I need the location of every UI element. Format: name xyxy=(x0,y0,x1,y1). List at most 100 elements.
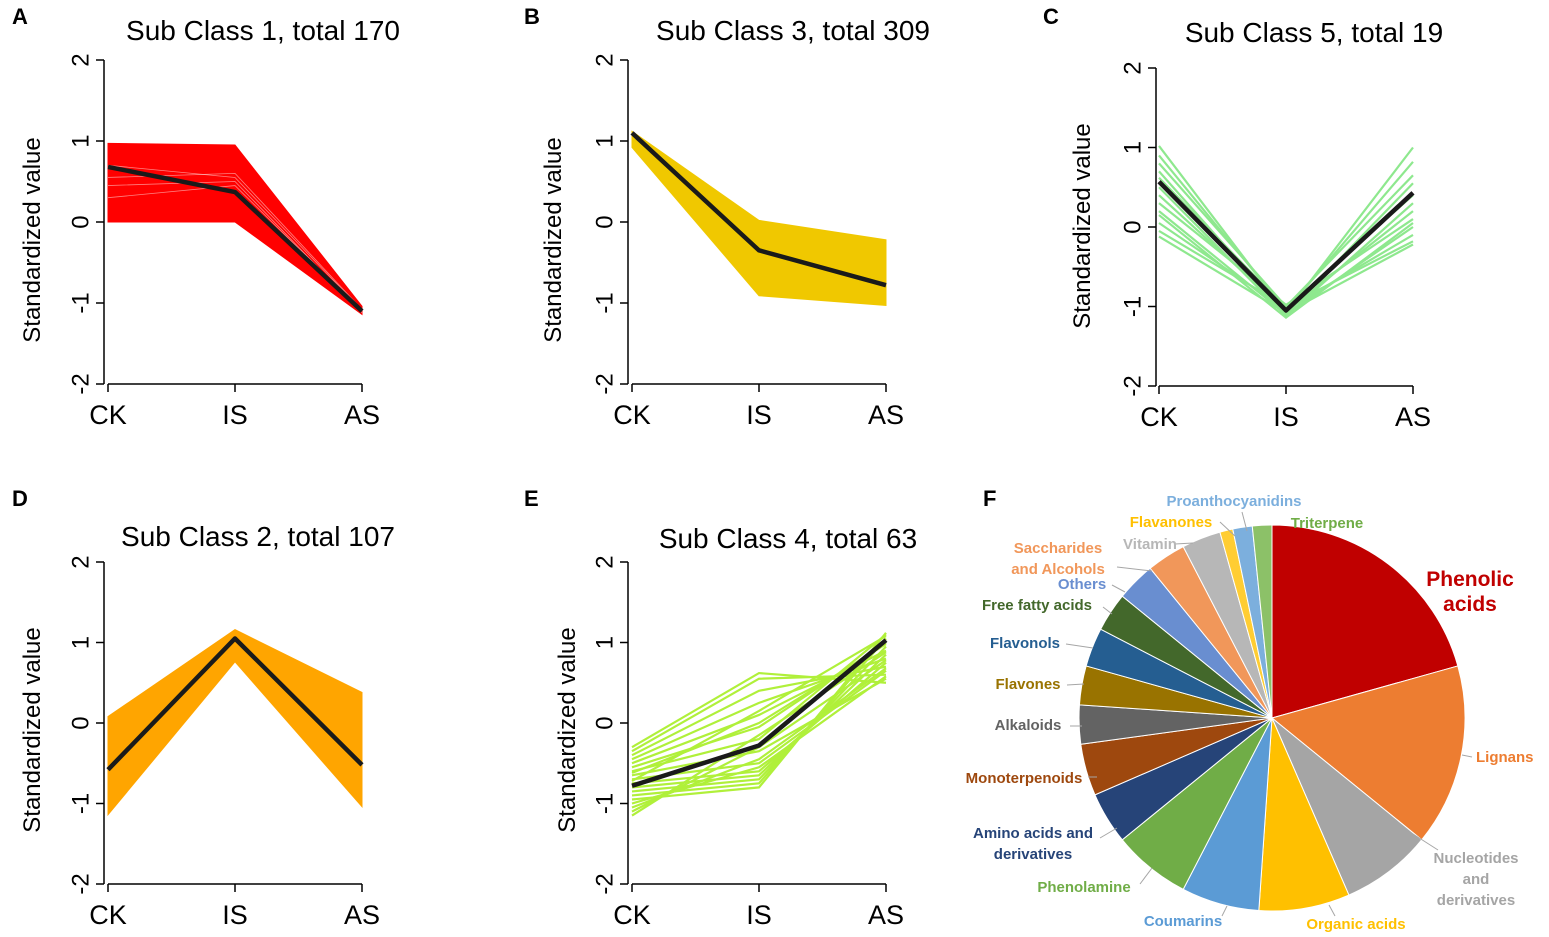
leader-line xyxy=(1461,754,1473,758)
profile-line xyxy=(631,667,887,809)
profile-line xyxy=(1158,235,1414,315)
y-axis-label: Standardized value xyxy=(1069,123,1096,328)
profile-line xyxy=(631,632,887,801)
profile-line xyxy=(1158,230,1414,308)
y-tick-label: 1 xyxy=(591,636,618,649)
slice-label-line: Monoterpenoids xyxy=(966,770,1083,787)
leader-line xyxy=(1328,904,1336,917)
slice-label-line: derivatives xyxy=(994,846,1072,863)
slice-label-line: Phenolic xyxy=(1426,568,1514,591)
y-tick-label: -2 xyxy=(67,373,94,394)
y-tick-label: -1 xyxy=(591,793,618,814)
leader-line xyxy=(1221,905,1228,917)
leader-line xyxy=(1241,511,1248,532)
slice-label: Coumarins xyxy=(1144,913,1222,930)
slice-label-line: Lignans xyxy=(1476,749,1534,766)
y-tick-label: 2 xyxy=(1119,61,1146,74)
profile-line xyxy=(1158,214,1414,320)
mean-line xyxy=(631,638,888,788)
slice-label: Others xyxy=(1058,576,1106,593)
profile-line xyxy=(631,643,887,774)
slice-label: Flavonols xyxy=(990,635,1060,652)
y-tick-label: 0 xyxy=(591,716,618,729)
chart-title: Sub Class 5, total 19 xyxy=(1185,17,1443,48)
slice-label-line: Alkaloids xyxy=(995,717,1062,734)
slice-label: Alkaloids xyxy=(995,717,1062,734)
y-tick-label: -1 xyxy=(67,292,94,313)
chart-title: Sub Class 4, total 63 xyxy=(659,523,917,554)
x-tick-label: CK xyxy=(89,400,127,430)
slice-label: Saccharides and Alcohols xyxy=(1011,540,1105,578)
profile-line xyxy=(631,635,887,782)
y-tick-label: 0 xyxy=(1119,220,1146,233)
profile-line xyxy=(1158,186,1414,318)
x-tick-label: CK xyxy=(613,400,651,430)
x-tick-label: AS xyxy=(344,900,380,930)
y-tick-label: 1 xyxy=(67,636,94,649)
y-tick-label: 2 xyxy=(591,555,618,568)
mean-line xyxy=(630,131,887,288)
y-tick-label: 2 xyxy=(591,53,618,66)
pie-slice xyxy=(1251,524,1273,719)
panel-f: F Phenolic acids Lignans Nucleotides and deriv… xyxy=(966,486,1534,933)
profile-line xyxy=(631,651,887,817)
leader-line xyxy=(1099,827,1118,839)
panel-d: D Sub Class 2, total 107 Standardized valu… xyxy=(12,486,395,930)
y-tick-label: -1 xyxy=(1119,296,1146,317)
panel-e: E Sub Class 4, total 63 Standardized value… xyxy=(524,486,917,930)
y-tick-label: -2 xyxy=(591,373,618,394)
y-axis-label: Standardized value xyxy=(554,627,581,832)
leader-line xyxy=(1116,566,1153,572)
y-axis-label: Standardized value xyxy=(19,137,46,342)
panel-letter: F xyxy=(983,486,996,511)
x-tick-label: CK xyxy=(1140,402,1178,432)
slice-label-line: Saccharides xyxy=(1014,540,1102,557)
panel-b: B Sub Class 3, total 309 Standardized valu… xyxy=(524,4,930,430)
y-tick-label: 1 xyxy=(591,134,618,147)
slice-label-line: Flavanones xyxy=(1130,514,1213,531)
slice-label: Amino acids and derivatives xyxy=(973,825,1093,863)
slice-label: Phenolamine xyxy=(1037,879,1130,896)
y-tick-label: 1 xyxy=(67,134,94,147)
y-tick-label: 2 xyxy=(67,53,94,66)
x-tick-label: IS xyxy=(746,900,772,930)
leader-line xyxy=(1111,584,1126,593)
slice-label-line: Free fatty acids xyxy=(982,597,1092,614)
leader-line xyxy=(1174,542,1194,545)
chart-title: Sub Class 1, total 170 xyxy=(126,15,400,46)
y-tick-label: 0 xyxy=(591,215,618,228)
y-tick-label: 1 xyxy=(1119,141,1146,154)
slice-label-line: Others xyxy=(1058,576,1106,593)
slice-label-line: derivatives xyxy=(1437,892,1515,909)
x-tick-label: AS xyxy=(1395,402,1431,432)
leader-line xyxy=(1219,521,1236,537)
panel-letter: D xyxy=(12,486,28,511)
x-tick-label: AS xyxy=(344,400,380,430)
y-axis-label: Standardized value xyxy=(19,627,46,832)
x-tick-label: AS xyxy=(868,900,904,930)
panel-letter: C xyxy=(1043,4,1059,29)
slice-label-line: and Alcohols xyxy=(1011,561,1105,578)
slice-label-line: Vitamin xyxy=(1123,536,1177,553)
leader-line xyxy=(1065,643,1094,649)
profile-band xyxy=(107,142,363,316)
leader-line xyxy=(1139,867,1153,885)
panel-letter: E xyxy=(524,486,539,511)
pie-slice xyxy=(1271,524,1459,719)
x-tick-label: IS xyxy=(222,900,248,930)
profile-band xyxy=(107,629,363,817)
pie-slice xyxy=(1270,665,1466,841)
leader-line xyxy=(1412,833,1439,851)
slice-label-line: Phenolamine xyxy=(1037,879,1130,896)
slice-label: Nucleotides and derivatives xyxy=(1433,850,1518,909)
slice-label-line: Proanthocyanidins xyxy=(1166,493,1301,510)
y-tick-label: 0 xyxy=(67,215,94,228)
panel-letter: A xyxy=(12,4,28,29)
mean-line xyxy=(1157,180,1415,313)
profile-line xyxy=(107,164,363,311)
slice-label-line: acids xyxy=(1443,593,1497,616)
profile-line xyxy=(631,645,887,793)
slice-label: Monoterpenoids xyxy=(966,770,1083,787)
x-tick-label: CK xyxy=(89,900,127,930)
slice-label: Free fatty acids xyxy=(982,597,1092,614)
